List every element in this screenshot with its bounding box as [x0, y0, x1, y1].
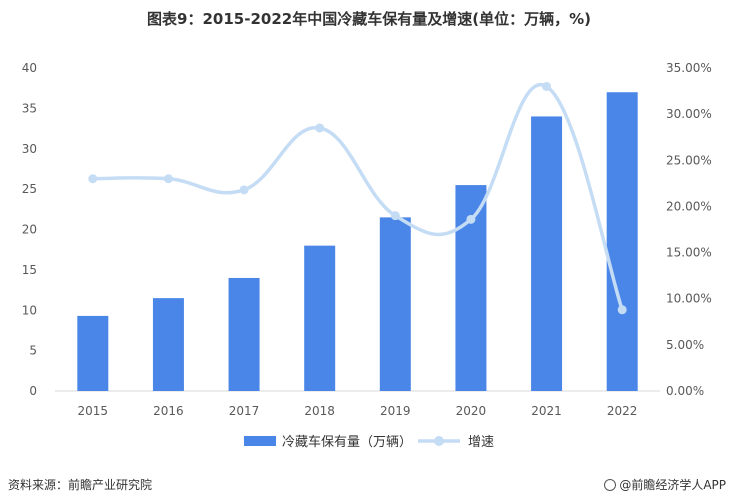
growth-point: [466, 214, 476, 224]
y-right-tick-label: 15.00%: [666, 246, 712, 260]
y-left-tick-label: 15: [22, 263, 37, 277]
y-left-tick-label: 30: [22, 142, 37, 156]
legend-bar-label: 冷藏车保有量（万辆）: [282, 434, 412, 450]
y-left-tick-label: 10: [22, 303, 37, 317]
bar: [304, 245, 336, 391]
y-left-tick-label: 25: [22, 182, 37, 196]
x-tick-label: 2019: [380, 404, 411, 418]
bar: [228, 277, 260, 391]
x-tick-label: 2016: [153, 404, 184, 418]
growth-point: [542, 81, 552, 91]
growth-point: [617, 305, 627, 315]
brand-logo-icon: [604, 479, 617, 491]
y-right-tick-label: 25.00%: [666, 153, 712, 167]
x-tick-label: 2022: [607, 404, 638, 418]
bar: [379, 217, 411, 391]
y-left-tick-label: 0: [29, 384, 37, 398]
chart: 0 5 10 15 20 25 30 35 40 0.00% 5.00% 10.00% 15.00% 20…: [22, 61, 712, 450]
y-right-tick-label: 5.00%: [666, 338, 704, 352]
source-note: 资料来源：前瞻产业研究院: [8, 478, 153, 492]
growth-point: [239, 185, 249, 195]
chart-title: 图表9：2015-2022年中国冷藏车保有量及增速(单位：万辆，%): [147, 10, 591, 28]
y-left-tick-label: 5: [29, 344, 37, 358]
y-left-tick-label: 20: [22, 223, 37, 237]
bar: [77, 315, 109, 391]
legend-bar-swatch: [244, 436, 276, 446]
growth-line: [91, 82, 624, 312]
y-right-tick-label: 35.00%: [666, 61, 712, 75]
growth-point: [390, 211, 400, 221]
growth-point: [163, 174, 173, 184]
x-tick-label: 2018: [304, 404, 335, 418]
x-tick-label: 2017: [229, 404, 260, 418]
bar: [531, 116, 563, 391]
y-right-tick-label: 0.00%: [666, 384, 704, 398]
brand-text: @前瞻经济学人APP: [619, 478, 726, 492]
legend-line-marker: [434, 436, 444, 446]
y-right-tick-label: 10.00%: [666, 292, 712, 306]
y-left-tick-label: 40: [22, 61, 37, 75]
brand-note: @前瞻经济学人APP: [604, 476, 726, 493]
y-left-tick-label: 35: [22, 101, 37, 115]
bar: [152, 298, 184, 391]
legend-line-label: 增速: [468, 435, 494, 450]
y-right-tick-label: 30.00%: [666, 107, 712, 121]
bar: [606, 92, 638, 391]
x-tick-label: 2020: [456, 404, 487, 418]
growth-point: [88, 174, 98, 184]
y-right-tick-label: 20.00%: [666, 199, 712, 213]
x-tick-label: 2015: [78, 404, 109, 418]
growth-point: [315, 123, 325, 133]
x-tick-label: 2021: [531, 404, 562, 418]
